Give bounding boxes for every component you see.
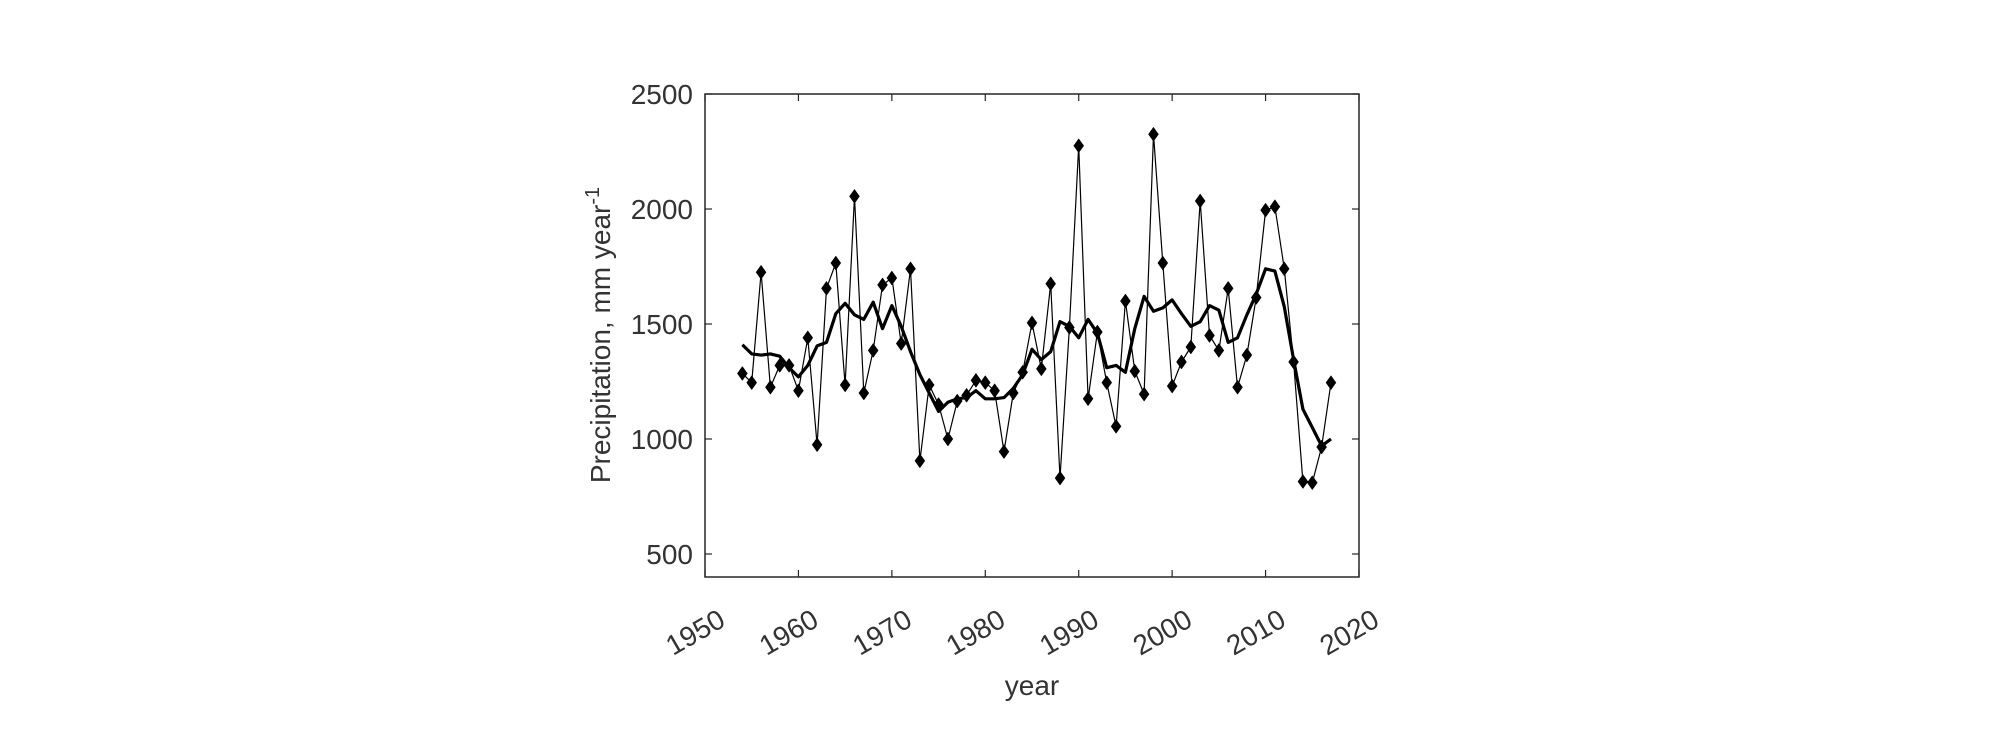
data-point: [1120, 293, 1131, 309]
y-axis-title-superscript: -1: [582, 187, 604, 205]
data-point: [998, 444, 1010, 460]
series-layer: [737, 126, 1337, 491]
data-point: [1306, 475, 1318, 491]
y-tick-label: 1500: [631, 309, 693, 340]
x-tick-label: 1960: [754, 603, 823, 661]
data-point: [886, 270, 898, 286]
data-point: [765, 379, 776, 395]
data-point: [1148, 126, 1159, 142]
data-point: [1222, 280, 1234, 296]
data-point: [1176, 354, 1187, 370]
data-point: [1101, 375, 1113, 391]
data-point: [1204, 328, 1215, 343]
data-point: [858, 385, 870, 401]
y-tick-label: 1000: [631, 424, 693, 455]
y-axis-title-text: Precipitation, mm year: [585, 205, 616, 484]
x-tick-label: 2020: [1315, 603, 1384, 661]
data-point: [1036, 361, 1047, 377]
data-point: [737, 366, 748, 381]
data-point: [1213, 343, 1225, 358]
data-point: [774, 357, 786, 373]
data-point: [755, 264, 767, 280]
data-point: [1166, 378, 1178, 394]
y-tick-label: 2500: [631, 79, 693, 110]
data-point: [1241, 347, 1253, 363]
data-point: [1054, 470, 1066, 486]
data-point: [1185, 339, 1197, 355]
data-point: [802, 330, 814, 346]
data-point: [1138, 386, 1150, 402]
data-point: [1260, 202, 1271, 218]
data-point: [1110, 418, 1122, 434]
data-point: [746, 375, 758, 391]
x-tick-label: 1970: [847, 603, 916, 661]
x-tick-label: 2000: [1128, 603, 1197, 661]
data-point: [1297, 474, 1309, 489]
data-point: [793, 383, 804, 399]
data-point: [914, 453, 926, 469]
y-axis: 500 1000 1500 2000 2500: [631, 79, 1359, 570]
x-tick-label: 1950: [661, 603, 730, 661]
data-point: [867, 343, 879, 358]
data-point: [1269, 199, 1281, 215]
data-point: [811, 437, 823, 453]
x-tick-label: 1980: [941, 603, 1010, 661]
data-point: [1129, 363, 1141, 379]
data-point: [1082, 391, 1094, 407]
data-point: [1194, 193, 1206, 209]
data-point: [1325, 375, 1337, 391]
x-tick-label: 1990: [1034, 603, 1103, 661]
y-axis-title: Precipitation, mm year-1: [582, 187, 616, 483]
data-point: [877, 277, 888, 293]
data-point: [1073, 138, 1085, 154]
data-point: [942, 431, 954, 447]
y-tick-label: 2000: [631, 194, 693, 225]
y-tick-label: 500: [646, 539, 693, 570]
data-point: [1026, 315, 1038, 331]
data-point: [1045, 276, 1056, 292]
data-point: [979, 375, 991, 391]
data-point: [905, 261, 916, 277]
series-2-line: [741, 267, 1332, 448]
data-point: [1157, 255, 1169, 271]
data-point: [849, 188, 860, 204]
data-point: [830, 255, 842, 271]
data-point: [821, 280, 832, 296]
data-point: [895, 336, 907, 351]
data-point: [839, 377, 851, 393]
x-tick-label: 2010: [1221, 603, 1290, 661]
data-point: [1278, 261, 1290, 277]
series-1-line: [741, 133, 1332, 484]
plot-area: [704, 93, 1360, 578]
x-axis-title: year: [1005, 670, 1059, 701]
data-point: [970, 372, 982, 388]
data-point: [1232, 379, 1243, 395]
